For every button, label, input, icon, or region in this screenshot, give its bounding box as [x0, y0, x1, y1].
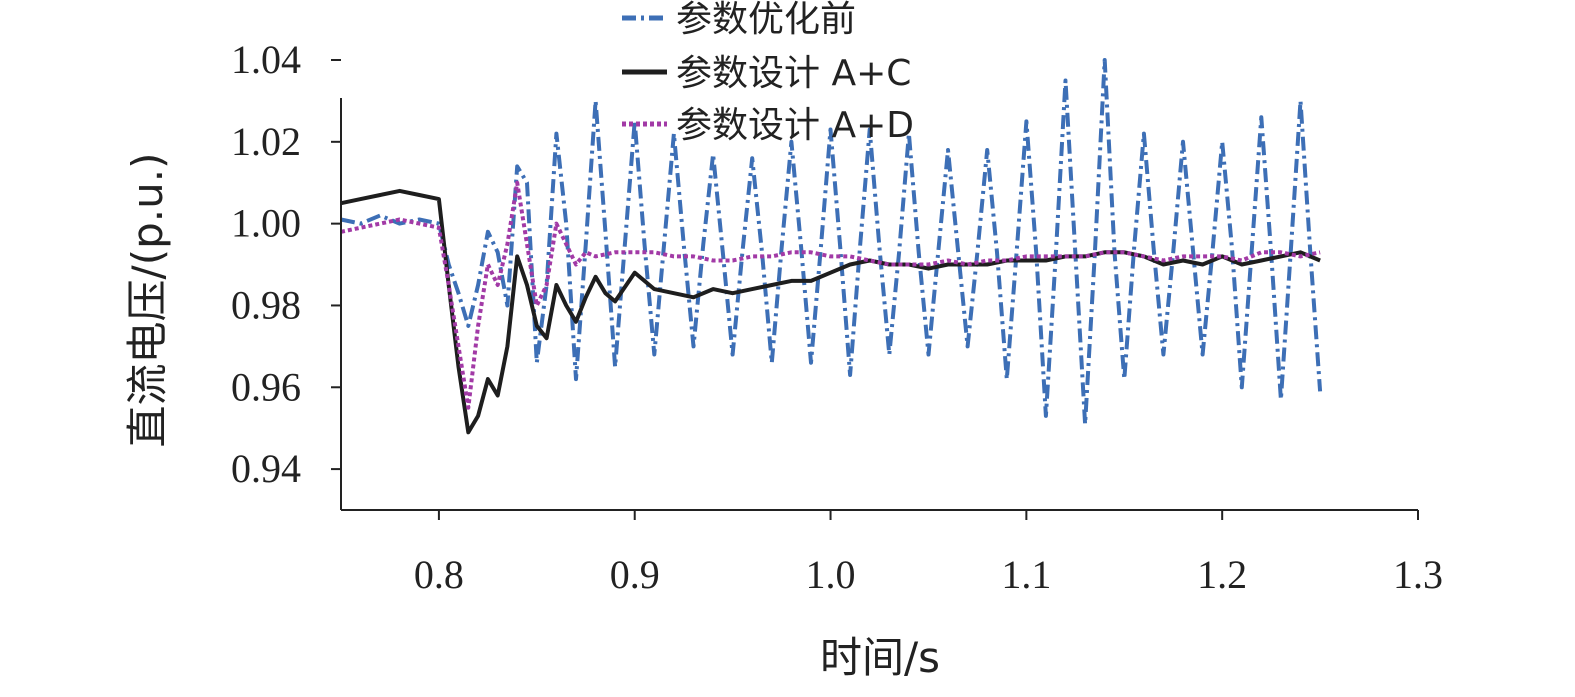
legend-label-2: 参数设计 A+C	[676, 53, 911, 94]
x-tick-label: 0.9	[610, 552, 660, 597]
axes	[340, 98, 1418, 511]
y-tick-label: 1.02	[231, 119, 301, 164]
y-ticks: 0.94 0.96 0.98 1.00 1.02 1.04	[231, 37, 341, 491]
x-axis-title: 时间/s	[820, 633, 940, 682]
y-axis-title: 直流电压/(p.u.)	[123, 153, 172, 448]
y-tick-label: 0.98	[231, 282, 301, 327]
series-line-3	[340, 180, 1321, 410]
x-tick-label: 1.1	[1001, 552, 1051, 597]
legend-label-3: 参数设计 A+D	[676, 105, 914, 146]
y-tick-label: 0.96	[231, 364, 301, 409]
legend-label-1: 参数优化前	[676, 0, 856, 40]
x-tick-label: 1.2	[1197, 552, 1247, 597]
y-tick-label: 1.00	[231, 201, 301, 246]
y-tick-label: 1.04	[231, 37, 301, 82]
y-tick-label: 0.94	[231, 446, 301, 491]
x-tick-label: 1.0	[806, 552, 856, 597]
series-lines	[340, 58, 1323, 435]
series-line-1	[340, 58, 1323, 427]
x-tick-label: 0.8	[414, 552, 464, 597]
x-ticks: 0.8 0.9 1.0 1.1 1.2 1.3	[414, 510, 1443, 597]
x-tick-label: 1.3	[1393, 552, 1443, 597]
series-line-2	[340, 188, 1321, 435]
